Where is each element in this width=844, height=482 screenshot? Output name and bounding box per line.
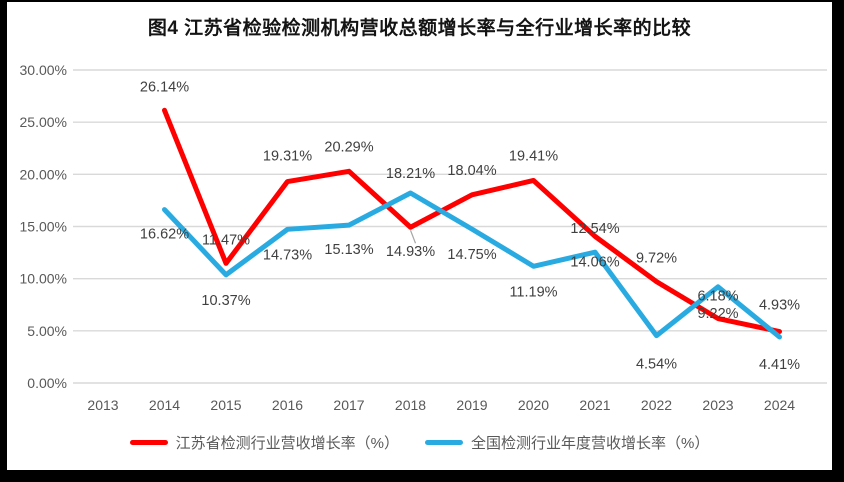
- label-leader-line: [409, 230, 417, 244]
- data-label: 16.62%: [140, 227, 189, 243]
- x-axis-tick-label: 2019: [456, 397, 487, 413]
- x-axis-tick-label: 2013: [87, 397, 118, 413]
- data-label: 19.31%: [263, 149, 312, 165]
- legend-swatch-jiangsu: [129, 440, 168, 445]
- data-label: 26.14%: [140, 79, 189, 95]
- data-label: 11.19%: [509, 284, 557, 300]
- series-line-0: [162, 107, 782, 335]
- legend-label-jiangsu: 江苏省检测行业营收增长率（%）: [175, 435, 399, 452]
- y-axis-tick-label: 20.00%: [20, 166, 67, 182]
- y-axis-tick-label: 25.00%: [20, 114, 67, 130]
- y-axis-tick-label: 5.00%: [27, 323, 67, 339]
- legend-item-national: 全国检测行业年度营收增长率（%）: [425, 432, 709, 453]
- data-label: 15.13%: [324, 242, 373, 258]
- data-label: 19.41%: [509, 148, 558, 164]
- x-axis-tick-label: 2018: [395, 397, 426, 413]
- x-axis-tick-label: 2016: [272, 397, 303, 413]
- y-axis-tick-label: 0.00%: [27, 375, 67, 391]
- x-axis-tick-label: 2024: [764, 397, 795, 413]
- data-label: 9.72%: [636, 251, 677, 267]
- data-label: 20.29%: [324, 139, 373, 155]
- y-axis-tick-label: 15.00%: [20, 219, 67, 235]
- line-chart: 0.00% 5.00% 10.00% 15.00% 20.00% 25.00% 30.00%…: [20, 62, 827, 413]
- data-label: 14.93%: [386, 244, 435, 260]
- x-axis-tick-label: 2023: [702, 397, 733, 413]
- x-axis-tick-label: 2014: [149, 397, 180, 413]
- series-line-1: [162, 190, 782, 340]
- data-label: 4.54%: [636, 357, 677, 373]
- data-label: 10.37%: [201, 293, 250, 309]
- y-axis-tick-label: 10.00%: [20, 271, 67, 287]
- x-axis-tick-label: 2017: [333, 397, 364, 413]
- data-label: 14.06%: [570, 254, 619, 270]
- data-label: 14.75%: [447, 247, 496, 263]
- data-label: 4.41%: [759, 357, 800, 373]
- data-label: 4.93%: [759, 298, 800, 314]
- y-axis-tick-label: 30.00%: [20, 62, 67, 78]
- x-axis-tick-label: 2021: [579, 397, 610, 413]
- legend-item-jiangsu: 江苏省检测行业营收增长率（%）: [129, 432, 399, 453]
- data-label: 6.18%: [697, 289, 738, 305]
- x-axis-tick-label: 2022: [641, 397, 672, 413]
- legend-label-national: 全国检测行业年度营收增长率（%）: [471, 435, 710, 452]
- data-label: 18.04%: [447, 163, 496, 179]
- data-label: 12.54%: [570, 221, 619, 237]
- x-axis-tick-label: 2015: [210, 397, 241, 413]
- legend: 江苏省检测行业营收增长率（%） 全国检测行业年度营收增长率（%）: [7, 432, 832, 453]
- x-axis-tick-label: 2020: [518, 397, 549, 413]
- data-label: 14.73%: [263, 247, 312, 263]
- chart-title: 图4 江苏省检验检测机构营收总额增长率与全行业增长率的比较: [147, 18, 692, 39]
- legend-swatch-national: [425, 440, 463, 445]
- data-label: 18.21%: [386, 166, 435, 182]
- data-label: 9.22%: [697, 306, 738, 322]
- data-label: 11.47%: [202, 232, 250, 248]
